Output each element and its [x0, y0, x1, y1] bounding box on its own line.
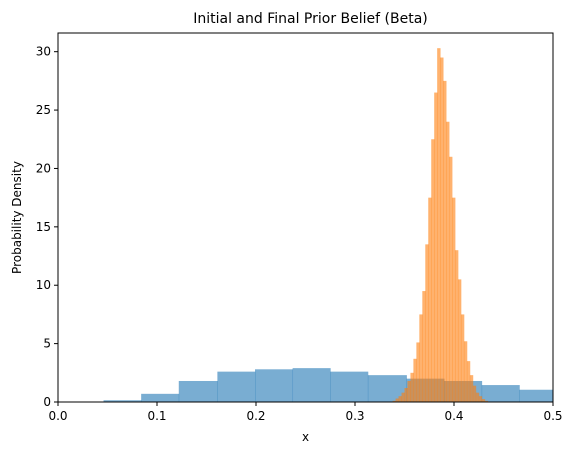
histogram-bar [217, 371, 256, 402]
y-tick-label: 0 [43, 395, 51, 409]
histogram-bar [440, 57, 444, 402]
y-tick-label: 5 [43, 337, 51, 351]
histogram-bar [434, 92, 438, 402]
histogram-bar [428, 197, 432, 402]
histogram-bar [330, 371, 369, 402]
histogram-bar [292, 368, 331, 402]
histogram-bar [481, 385, 520, 402]
y-axis-label: Probability Density [10, 161, 24, 274]
histogram-bar [452, 197, 456, 402]
histogram-bar [103, 400, 142, 402]
y-tick-label: 25 [36, 103, 51, 117]
histogram-bar [404, 387, 408, 402]
histogram-bar [431, 139, 435, 402]
x-axis-ticks: 0.0 0.1 0.2 0.3 0.4 0.5 [48, 402, 563, 423]
histogram-bar [407, 380, 411, 402]
histogram-bar [460, 314, 465, 402]
x-tick-label: 0.2 [246, 409, 265, 423]
histogram-bar [472, 385, 477, 402]
histogram-bar [484, 400, 489, 402]
histogram-bar [413, 358, 417, 402]
histogram-bar [410, 372, 414, 402]
histogram-bars [103, 48, 554, 403]
x-tick-label: 0.4 [444, 409, 463, 423]
y-tick-label: 10 [36, 278, 51, 292]
histogram-bar [437, 48, 441, 402]
x-tick-label: 0.3 [345, 409, 364, 423]
y-tick-label: 15 [36, 220, 51, 234]
histogram-bar [469, 375, 474, 402]
histogram-bar [392, 400, 396, 402]
histogram-bar [255, 369, 294, 402]
histogram-bar [466, 361, 471, 402]
histogram-bar [422, 291, 426, 402]
histogram-bar [481, 399, 486, 402]
axes-frame [57, 32, 554, 403]
plot-area [57, 32, 554, 403]
histogram-bar [457, 279, 462, 402]
histogram-bar [443, 80, 447, 402]
histogram-bar [401, 392, 405, 402]
y-tick-label: 30 [36, 45, 51, 59]
x-tick-label: 0.0 [48, 409, 67, 423]
histogram-bar [463, 341, 468, 402]
y-axis-ticks: 0 5 10 15 20 25 30 [36, 45, 58, 409]
histogram-bar [178, 380, 218, 402]
histogram-bar [398, 396, 402, 402]
histogram-bar [395, 398, 399, 402]
x-tick-label: 0.5 [543, 409, 562, 423]
histogram-bar [478, 396, 483, 402]
histogram-bar [475, 392, 480, 402]
histogram-bar [519, 389, 554, 402]
x-axis-label: x [302, 430, 309, 444]
histogram-bar [416, 342, 420, 402]
histogram-bar [419, 314, 423, 402]
x-tick-label: 0.1 [147, 409, 166, 423]
histogram-series-1 [103, 368, 554, 402]
y-tick-label: 20 [36, 161, 51, 175]
chart-title: Initial and Final Prior Belief (Beta) [193, 11, 428, 27]
histogram-bar [454, 250, 459, 402]
histogram-series-2 [392, 48, 489, 403]
histogram-bar [141, 393, 180, 402]
histogram-bar [425, 244, 429, 402]
histogram-bar [446, 121, 450, 403]
histogram-bar [449, 156, 453, 402]
